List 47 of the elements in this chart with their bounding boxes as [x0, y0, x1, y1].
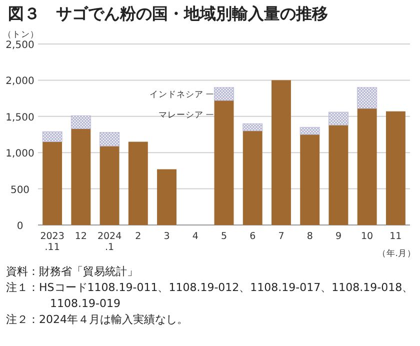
text: 注１：HSコード1108.19-011、1108.19-012、1108.19-017、1108.19-018、1108.19-019	[6, 280, 414, 312]
x-tick-label: 7	[278, 231, 284, 242]
bar	[272, 80, 291, 225]
x-tick-label: 2024.1	[97, 231, 122, 253]
bar	[300, 127, 320, 135]
bar	[42, 131, 62, 142]
x-tick-label: 11	[390, 231, 402, 242]
chart-title: 図３ サゴでん粉の国・地域別輸入量の推移	[7, 3, 329, 25]
y-tick-label: 1,500	[6, 112, 34, 124]
text: 資料：財務省「貿易統計」	[6, 264, 139, 280]
x-tick-label: 8	[306, 231, 313, 242]
bar	[70, 115, 91, 129]
y-tick-label: 2,000	[6, 76, 34, 88]
y-tick-label: 500	[10, 184, 30, 196]
bar	[157, 169, 176, 225]
series-label: インドネシア	[149, 90, 204, 100]
x-tick-label: 5	[220, 231, 228, 242]
y-tick-label: 2,500	[6, 40, 34, 51]
bar	[386, 111, 406, 225]
x-tick-label: 6	[250, 231, 256, 242]
y-tick-label: 0	[16, 221, 24, 232]
x-tick-label: 10	[361, 231, 374, 242]
x-tick-label: 12	[74, 231, 87, 242]
bar	[100, 146, 120, 225]
bar	[357, 108, 377, 225]
text: 注２：2024年４月は輸入実績なし。	[6, 312, 189, 328]
x-axis-title: （年.月）	[377, 248, 416, 259]
x-tick-label: 9	[335, 231, 342, 242]
bar	[242, 123, 263, 132]
bar	[300, 134, 320, 225]
y-tick-label: 1,000	[6, 148, 34, 160]
series-label: マレーシア	[158, 110, 204, 120]
bar	[328, 125, 348, 225]
x-tick-label: 2023.11	[40, 231, 64, 253]
bar	[71, 128, 91, 225]
y-axis-title: （トン）	[3, 30, 39, 40]
x-tick-label: 2	[135, 231, 142, 242]
x-tick-label: 4	[192, 231, 198, 242]
bar	[42, 142, 62, 225]
bar	[128, 142, 148, 225]
bar	[214, 100, 234, 225]
bar	[328, 112, 348, 126]
bar	[242, 130, 262, 225]
x-tick-label: 3	[164, 231, 170, 242]
bar	[100, 132, 120, 146]
bar	[357, 87, 378, 109]
bar	[214, 87, 234, 101]
